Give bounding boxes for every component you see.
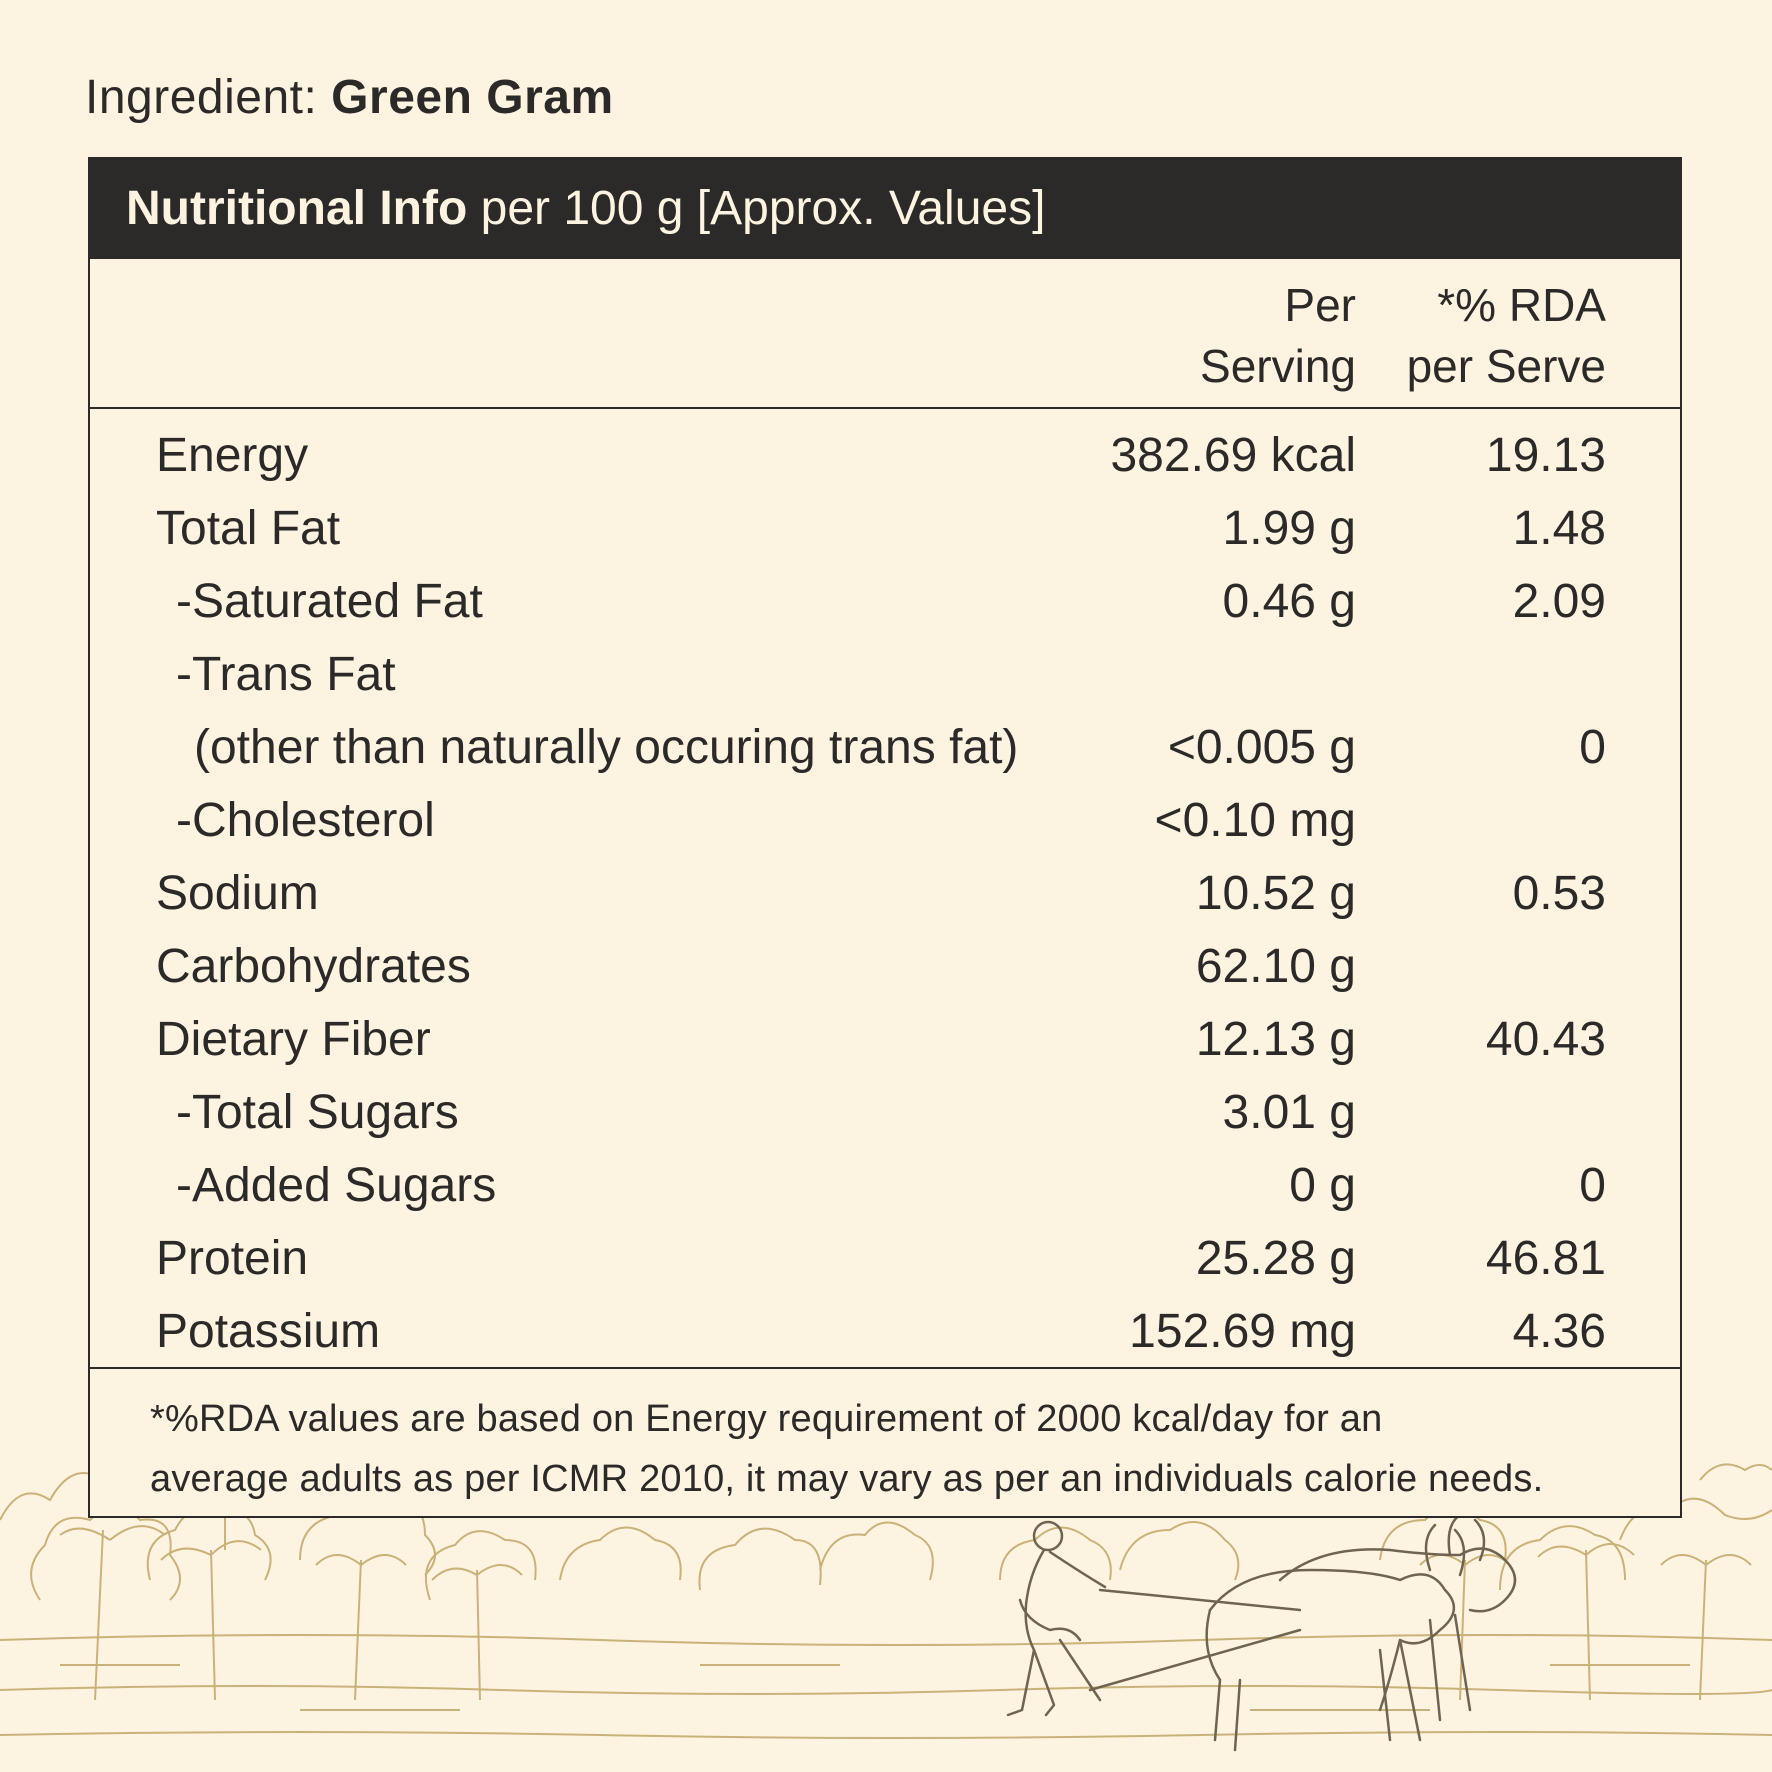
nutrient-label: -Saturated Fat [176,575,483,628]
nutrient-label: Carbohydrates [156,940,471,993]
nutrient-row-cholesterol: -Cholesterol <0.10 mg [90,784,1680,857]
nutrient-value: 3.01 g [1222,1086,1356,1139]
nutrient-label: Energy [156,429,309,482]
nutrient-rda: 0 [1579,721,1606,774]
nutrient-value: 62.10 g [1195,940,1356,993]
nutrition-panel-header: Nutritional Info per 100 g [Approx. Valu… [90,159,1680,259]
nutrient-row-protein: Protein 25.28 g 46.81 [90,1222,1680,1295]
nutrient-label: Sodium [156,867,319,920]
nutrient-label: -Cholesterol [176,794,435,847]
rda-header-line1: *% RDA [1437,279,1606,331]
nutrient-value: 0.46 g [1222,575,1356,628]
footnote-line1: *%RDA values are based on Energy require… [150,1398,1383,1440]
panel-title-rest: per 100 g [Approx. Values] [480,182,1046,235]
nutrient-row-total-fat: Total Fat 1.99 g 1.48 [90,492,1680,565]
nutrient-row-dietary-fiber: Dietary Fiber 12.13 g 40.43 [90,1003,1680,1076]
nutrient-label: Total Fat [156,502,341,555]
column-headers: Per Serving *% RDA per Serve [90,259,1680,409]
nutrient-rda: 0 [1579,1159,1606,1212]
nutrient-rda: 46.81 [1485,1232,1606,1285]
nutrient-row-trans-fat-note: (other than naturally occuring trans fat… [90,711,1680,784]
nutrient-rda: 19.13 [1485,429,1606,482]
nutrient-value: 152.69 mg [1129,1305,1356,1358]
per-serving-header: Per Serving [1096,275,1356,397]
nutrient-rda: 0.53 [1512,867,1606,920]
nutrient-rows: Energy 382.69 kcal 19.13 Total Fat 1.99 … [90,409,1680,1369]
nutrient-row-carbohydrates: Carbohydrates 62.10 g [90,930,1680,1003]
nutrient-value: <0.10 mg [1154,794,1356,847]
rda-header: *% RDA per Serve [1346,275,1606,397]
rda-header-line2: per Serve [1406,340,1606,392]
nutrient-value: <0.005 g [1167,721,1356,774]
nutrient-row-saturated-fat: -Saturated Fat 0.46 g 2.09 [90,565,1680,638]
nutrient-label: -Total Sugars [176,1086,459,1139]
nutrient-row-sodium: Sodium 10.52 g 0.53 [90,857,1680,930]
nutrient-row-energy: Energy 382.69 kcal 19.13 [90,419,1680,492]
nutrient-row-potassium: Potassium 152.69 mg 4.36 [90,1295,1680,1368]
nutrient-value: 10.52 g [1195,867,1356,920]
nutrient-value: 25.28 g [1195,1232,1356,1285]
nutrient-rda: 2.09 [1512,575,1606,628]
nutrient-row-trans-fat: -Trans Fat [90,638,1680,711]
nutrient-label: (other than naturally occuring trans fat… [194,721,1019,774]
per-serving-header-line2: Serving [1200,340,1356,392]
footnote-line2: average adults as per ICMR 2010, it may … [150,1458,1544,1500]
nutrient-rda: 40.43 [1485,1013,1606,1066]
ingredient-name: Green Gram [331,71,614,124]
nutrient-rda: 1.48 [1512,502,1606,555]
nutrient-row-added-sugars: -Added Sugars 0 g 0 [90,1149,1680,1222]
nutrient-label: -Trans Fat [176,648,396,701]
nutrient-label: Dietary Fiber [156,1013,431,1066]
nutrient-value: 12.13 g [1195,1013,1356,1066]
nutrient-value: 0 g [1289,1159,1356,1212]
nutrient-label: Potassium [156,1305,381,1358]
panel-title-bold: Nutritional Info [126,182,468,235]
rda-footnote: *%RDA values are based on Energy require… [90,1369,1680,1509]
ingredient-line: Ingredient: Green Gram [85,68,614,128]
nutrient-rda: 4.36 [1512,1305,1606,1358]
nutrient-label: Protein [156,1232,309,1285]
ingredient-prefix: Ingredient: [85,71,318,124]
nutrient-value: 382.69 kcal [1110,429,1356,482]
nutrition-panel: Nutritional Info per 100 g [Approx. Valu… [88,157,1682,1518]
nutrient-row-total-sugars: -Total Sugars 3.01 g [90,1076,1680,1149]
per-serving-header-line1: Per [1284,279,1356,331]
nutrient-label: -Added Sugars [176,1159,497,1212]
nutrient-value: 1.99 g [1222,502,1356,555]
